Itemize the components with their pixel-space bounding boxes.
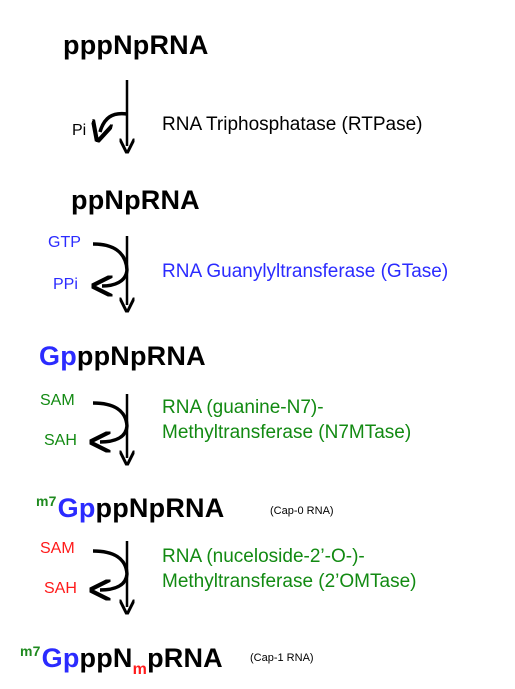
step-1-arrow (100, 80, 127, 146)
step-2-enzyme: RNA Guanylyltransferase (GTase) (162, 261, 449, 282)
species-pp-n-prna: ppNpRNA (71, 185, 200, 215)
species-ppp-n-prna: pppNpRNA (63, 30, 209, 60)
species-gp-pp-n-prna: GpppNpRNA (39, 341, 206, 372)
species-cap0-rna: m7GpppNpRNA (36, 493, 224, 524)
step-4-enzyme-line-2: Methyltransferase (2’OMTase) (162, 571, 417, 592)
step-2-input-gtp: GTP (48, 234, 81, 251)
step-3-input-sam: SAM (40, 392, 75, 409)
step-2-arrow (93, 236, 127, 305)
cap0-note: (Cap-0 RNA) (270, 505, 334, 517)
step-3-arrow (93, 394, 127, 458)
step-3-output-sah: SAH (44, 432, 77, 449)
species-cap1-rna: m7GpppNmpRNA (20, 643, 223, 678)
step-1-output-pi: Pi (72, 122, 87, 139)
ribose-methyl-label: m (132, 661, 148, 678)
step-1-enzyme: RNA Triphosphatase (RTPase) (162, 114, 423, 135)
step-3-enzyme-line-1: RNA (guanine-N7)- (162, 397, 324, 418)
step-2-output-ppi: PPi (53, 276, 78, 293)
step-4-input-sam: SAM (40, 540, 75, 557)
step-4-enzyme-line-1: RNA (nuceloside-2’-O-)- (162, 546, 365, 567)
species-rest: ppNpRNA (76, 341, 206, 371)
species-ppn: ppN (79, 643, 133, 673)
guanosine-cap-label: Gp (41, 643, 80, 673)
step-3-enzyme-line-2: Methyltransferase (N7MTase) (162, 422, 412, 443)
guanosine-cap-label: Gp (57, 493, 96, 523)
step-4-output-sah: SAH (44, 580, 77, 597)
cap1-note: (Cap-1 RNA) (250, 652, 314, 664)
m7-label: m7 (36, 493, 57, 509)
step-4-arrow (93, 541, 127, 607)
guanosine-cap-label: Gp (39, 341, 77, 371)
species-rest: ppNpRNA (95, 493, 225, 523)
species-rest: pRNA (147, 643, 223, 673)
m7-label: m7 (20, 643, 41, 659)
